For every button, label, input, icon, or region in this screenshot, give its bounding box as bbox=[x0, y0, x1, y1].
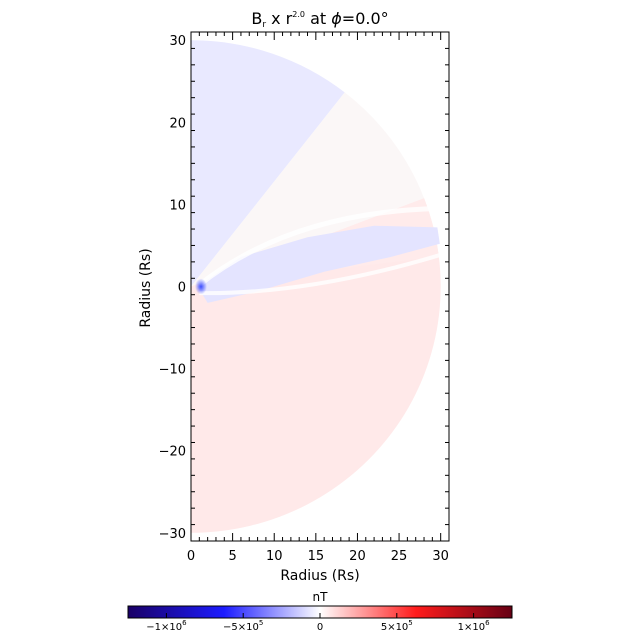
field-current-sheet-band bbox=[197, 225, 440, 303]
x-tick-label: 15 bbox=[308, 549, 325, 564]
y-tick-label: 20 bbox=[169, 116, 186, 131]
colorbar-tick-label: 0 bbox=[317, 622, 323, 633]
inner-boundary bbox=[194, 278, 207, 295]
x-tick-label: 0 bbox=[187, 549, 195, 564]
x-tick-label: 25 bbox=[391, 549, 408, 564]
y-axis-label: Radius (Rs) bbox=[138, 248, 154, 327]
x-tick-label: 30 bbox=[432, 549, 449, 564]
x-axis: 0 5 10 15 20 25 30 bbox=[187, 32, 450, 564]
y-tick-label: 0 bbox=[178, 281, 186, 296]
field-boundary-upper bbox=[197, 206, 437, 287]
colorbar-tick-label: 1×106 bbox=[458, 619, 490, 633]
y-tick-label: 30 bbox=[169, 34, 186, 49]
colorbar-ticks: −1×106 −5×105 0 5×105 1×106 bbox=[146, 613, 490, 633]
plot-frame bbox=[190, 31, 450, 542]
field-image bbox=[191, 40, 441, 533]
field-sector-transition bbox=[191, 92, 425, 287]
x-axis-label: Radius (Rs) bbox=[280, 568, 359, 584]
x-tick-label: 5 bbox=[228, 549, 236, 564]
y-tick-label: −20 bbox=[159, 445, 186, 460]
y-tick-label: 10 bbox=[169, 198, 186, 213]
x-tick-label: 10 bbox=[266, 549, 283, 564]
colorbar-tick-label: −5×105 bbox=[223, 619, 263, 633]
colorbar-label: nT bbox=[313, 590, 329, 604]
x-tick-label: 20 bbox=[349, 549, 366, 564]
chart-title: Br x r2.0 at ϕ=0.0° bbox=[251, 9, 388, 30]
y-tick-label: −30 bbox=[159, 527, 186, 542]
colorbar-tick-label: −1×106 bbox=[146, 619, 187, 633]
colorbar-tick-label: 5×105 bbox=[381, 619, 413, 633]
field-sector-north-negative bbox=[191, 40, 345, 287]
y-axis: −30 −20 −10 0 10 20 30 bbox=[159, 31, 449, 542]
field-boundary-lower bbox=[199, 253, 440, 296]
y-tick-label: −10 bbox=[159, 363, 186, 378]
